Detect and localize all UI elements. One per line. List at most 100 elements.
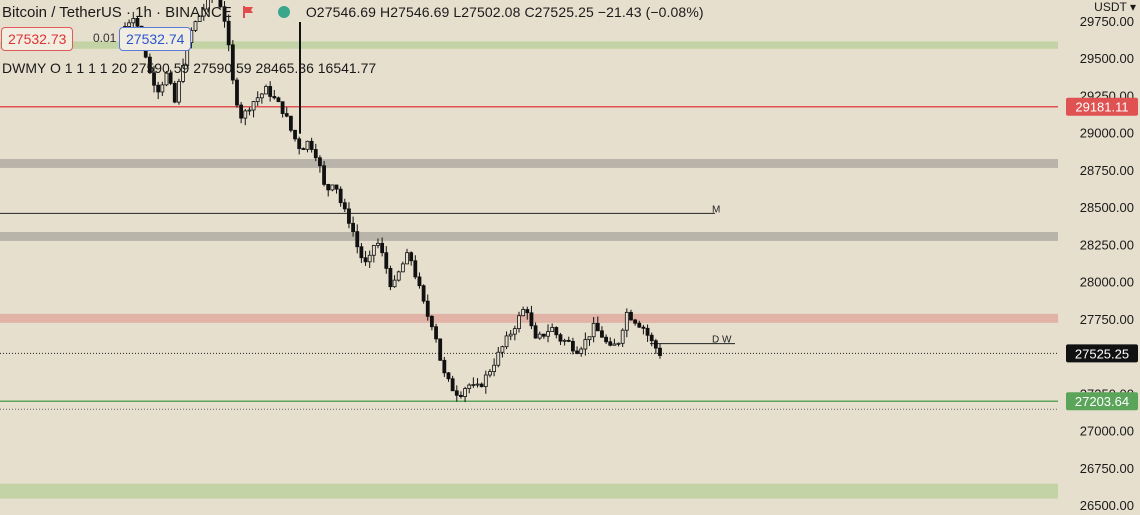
- currency-label: USDT: [1094, 0, 1127, 14]
- sell-price-button[interactable]: 27532.73: [1, 27, 74, 51]
- candle-body-111: [583, 339, 588, 350]
- candle-body-129: [658, 347, 662, 356]
- tick-label-12: 26750.00: [1080, 461, 1134, 476]
- candle-body-126: [645, 327, 650, 336]
- currency-selector[interactable]: USDT ▾: [1094, 0, 1136, 14]
- current-price-label-bg: [1066, 344, 1138, 363]
- candle-body-19: [201, 8, 206, 17]
- zone-bands: [0, 41, 1058, 499]
- candle-body-121: [624, 311, 629, 331]
- candle-body-46: [313, 149, 318, 159]
- symbol-title[interactable]: Bitcoin / TetherUS · 1h · BINANCE: [2, 3, 232, 21]
- candle-body-99: [533, 325, 538, 339]
- ohlc-readout: O27546.69 H27546.69 L27502.08 C27525.25 …: [305, 4, 704, 20]
- candle-body-25: [226, 20, 231, 46]
- candle-body-92: [504, 335, 509, 348]
- candle-body-120: [620, 329, 625, 344]
- candle-body-128: [653, 340, 658, 349]
- candle-body-32: [255, 97, 260, 103]
- candle-body-88: [488, 371, 492, 376]
- tick-label-1: 29500.00: [1080, 51, 1134, 66]
- candle-body-10: [164, 72, 169, 86]
- candle-body-8: [156, 84, 161, 93]
- candle-body-96: [521, 309, 526, 317]
- candle-body-94: [512, 328, 517, 335]
- candle-body-103: [550, 327, 555, 333]
- candle-body-36: [272, 96, 277, 99]
- candle-body-80: [454, 390, 459, 396]
- candle-body-78: [446, 372, 451, 380]
- candle-body-1: [127, 22, 132, 27]
- chevron-down-icon: ▾: [1129, 0, 1136, 14]
- candle-body-39: [284, 113, 289, 117]
- tick-label-5: 28500.00: [1080, 200, 1134, 215]
- tick-label-8: 27750.00: [1080, 312, 1134, 327]
- candle-body-59: [367, 254, 372, 263]
- dw-open-label: D W: [712, 335, 732, 346]
- candle-body-58: [363, 257, 368, 263]
- candle-body-104: [554, 327, 559, 336]
- candle-body-43: [301, 148, 306, 150]
- indicator-legend[interactable]: DWMY O 1 1 1 1 20 27590.59 27590.59 2846…: [2, 60, 377, 76]
- candle-body-37: [276, 97, 281, 103]
- zone-band-1: [0, 159, 1058, 168]
- candle-body-72: [421, 285, 426, 302]
- monthly-open-label: M: [712, 204, 720, 215]
- candle-body-93: [508, 333, 513, 337]
- market-status-icon: [277, 6, 290, 18]
- tick-label-4: 28750.00: [1080, 163, 1134, 178]
- candle-body-115: [600, 330, 604, 338]
- flag-icon[interactable]: [242, 5, 256, 19]
- candle-body-108: [571, 340, 575, 352]
- tick-label-13: 26500.00: [1080, 498, 1134, 513]
- candle-body-7: [152, 72, 156, 86]
- candlesticks: [123, 0, 662, 403]
- tick-label-7: 28000.00: [1080, 275, 1134, 290]
- candle-body-101: [541, 333, 546, 337]
- candle-body-30: [247, 109, 252, 112]
- buy-price-button[interactable]: 27532.74: [119, 27, 192, 51]
- candle-body-65: [392, 279, 397, 288]
- candle-body-105: [558, 334, 563, 342]
- candle-body-29: [243, 110, 248, 119]
- candle-body-34: [264, 86, 268, 95]
- candle-body-20: [206, 0, 210, 10]
- candle-body-113: [591, 322, 596, 338]
- candle-body-60: [371, 244, 376, 256]
- chart-header: Bitcoin / TetherUS · 1h · BINANCE O27546…: [0, 2, 704, 22]
- candle-body-27: [235, 79, 239, 106]
- candle-body-79: [450, 378, 455, 392]
- candle-body-85: [475, 383, 480, 386]
- candle-body-100: [537, 333, 542, 339]
- candle-body-102: [546, 331, 550, 337]
- candle-body-68: [405, 252, 409, 265]
- resistance-price-label: 29181.11: [1075, 100, 1128, 115]
- candle-body-50: [330, 184, 335, 191]
- candle-body-112: [587, 336, 592, 341]
- candle-body-9: [160, 84, 165, 93]
- candle-body-114: [595, 322, 600, 332]
- candle-body-2: [131, 18, 136, 24]
- candle-body-84: [471, 384, 476, 386]
- candle-body-74: [429, 315, 434, 328]
- candle-body-57: [359, 246, 364, 259]
- candle-body-118: [612, 343, 617, 346]
- zone-band-0: [0, 41, 1058, 49]
- candle-body-35: [268, 86, 273, 97]
- candle-body-75: [434, 326, 438, 340]
- candle-body-69: [409, 252, 414, 262]
- candle-body-87: [483, 374, 488, 387]
- zone-band-4: [0, 483, 1058, 499]
- resistance-price-label-bg: [1066, 97, 1138, 116]
- candle-body-31: [251, 101, 256, 111]
- candle-body-86: [479, 383, 484, 387]
- candle-body-119: [616, 342, 621, 345]
- candle-body-17: [193, 21, 198, 31]
- candle-body-55: [351, 222, 356, 232]
- candle-body-63: [384, 252, 389, 269]
- candle-body-44: [305, 140, 310, 150]
- candle-body-77: [442, 359, 447, 374]
- zone-band-2: [0, 231, 1058, 241]
- price-axis: 29750.0029500.0029250.0029000.0028750.00…: [1066, 14, 1138, 513]
